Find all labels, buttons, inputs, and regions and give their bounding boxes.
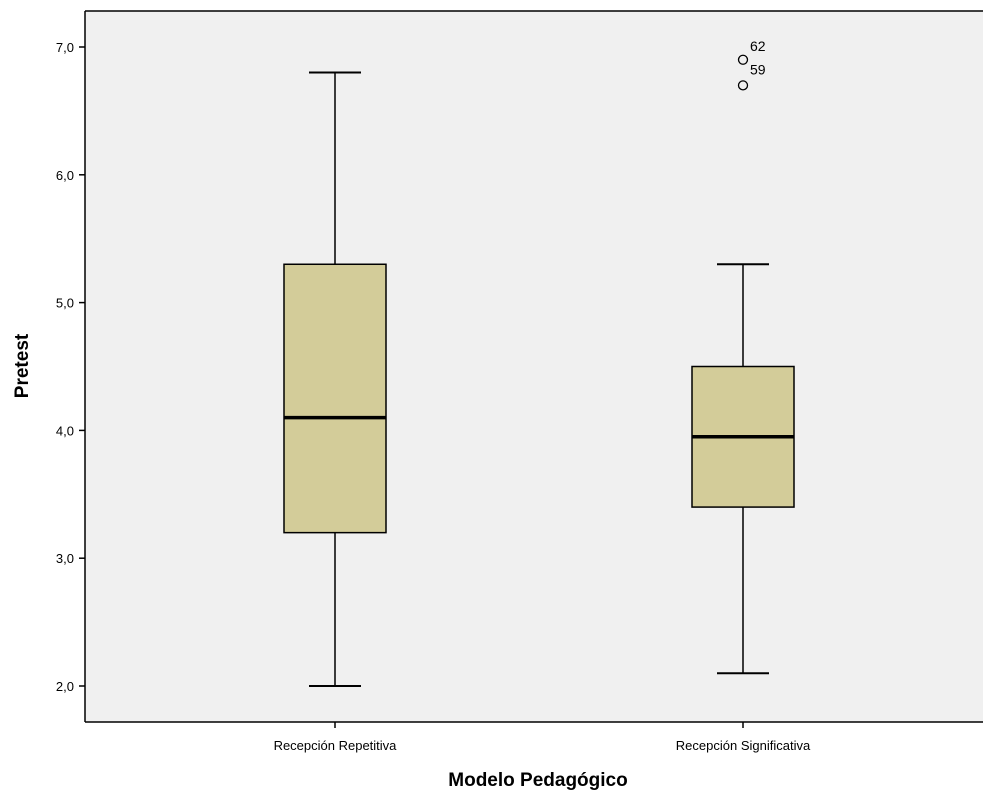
x-axis-title: Modelo Pedagógico (448, 770, 627, 791)
y-axis-title: Pretest (12, 333, 33, 398)
outlier-label: 62 (750, 38, 766, 54)
x-tick-label: Recepción Significativa (676, 738, 811, 753)
outlier-label: 59 (750, 61, 766, 77)
y-tick-label: 3,0 (56, 551, 74, 566)
y-tick-label: 7,0 (56, 40, 74, 55)
y-tick-label: 6,0 (56, 168, 74, 183)
outlier-point (737, 80, 749, 91)
y-tick-label: 5,0 (56, 296, 74, 311)
box (283, 263, 387, 534)
y-tick-label: 2,0 (56, 679, 74, 694)
y-tick-label: 4,0 (56, 423, 74, 438)
plot-background (85, 11, 983, 722)
x-axis-ticks: Recepción Repetitiva Recepción Significat… (274, 722, 811, 753)
x-tick-label: Recepción Repetitiva (274, 738, 398, 753)
y-axis-ticks: 2,0 3,0 4,0 5,0 6,0 7,0 (56, 40, 85, 694)
box-group (283, 71, 387, 687)
outlier-point (737, 54, 749, 65)
